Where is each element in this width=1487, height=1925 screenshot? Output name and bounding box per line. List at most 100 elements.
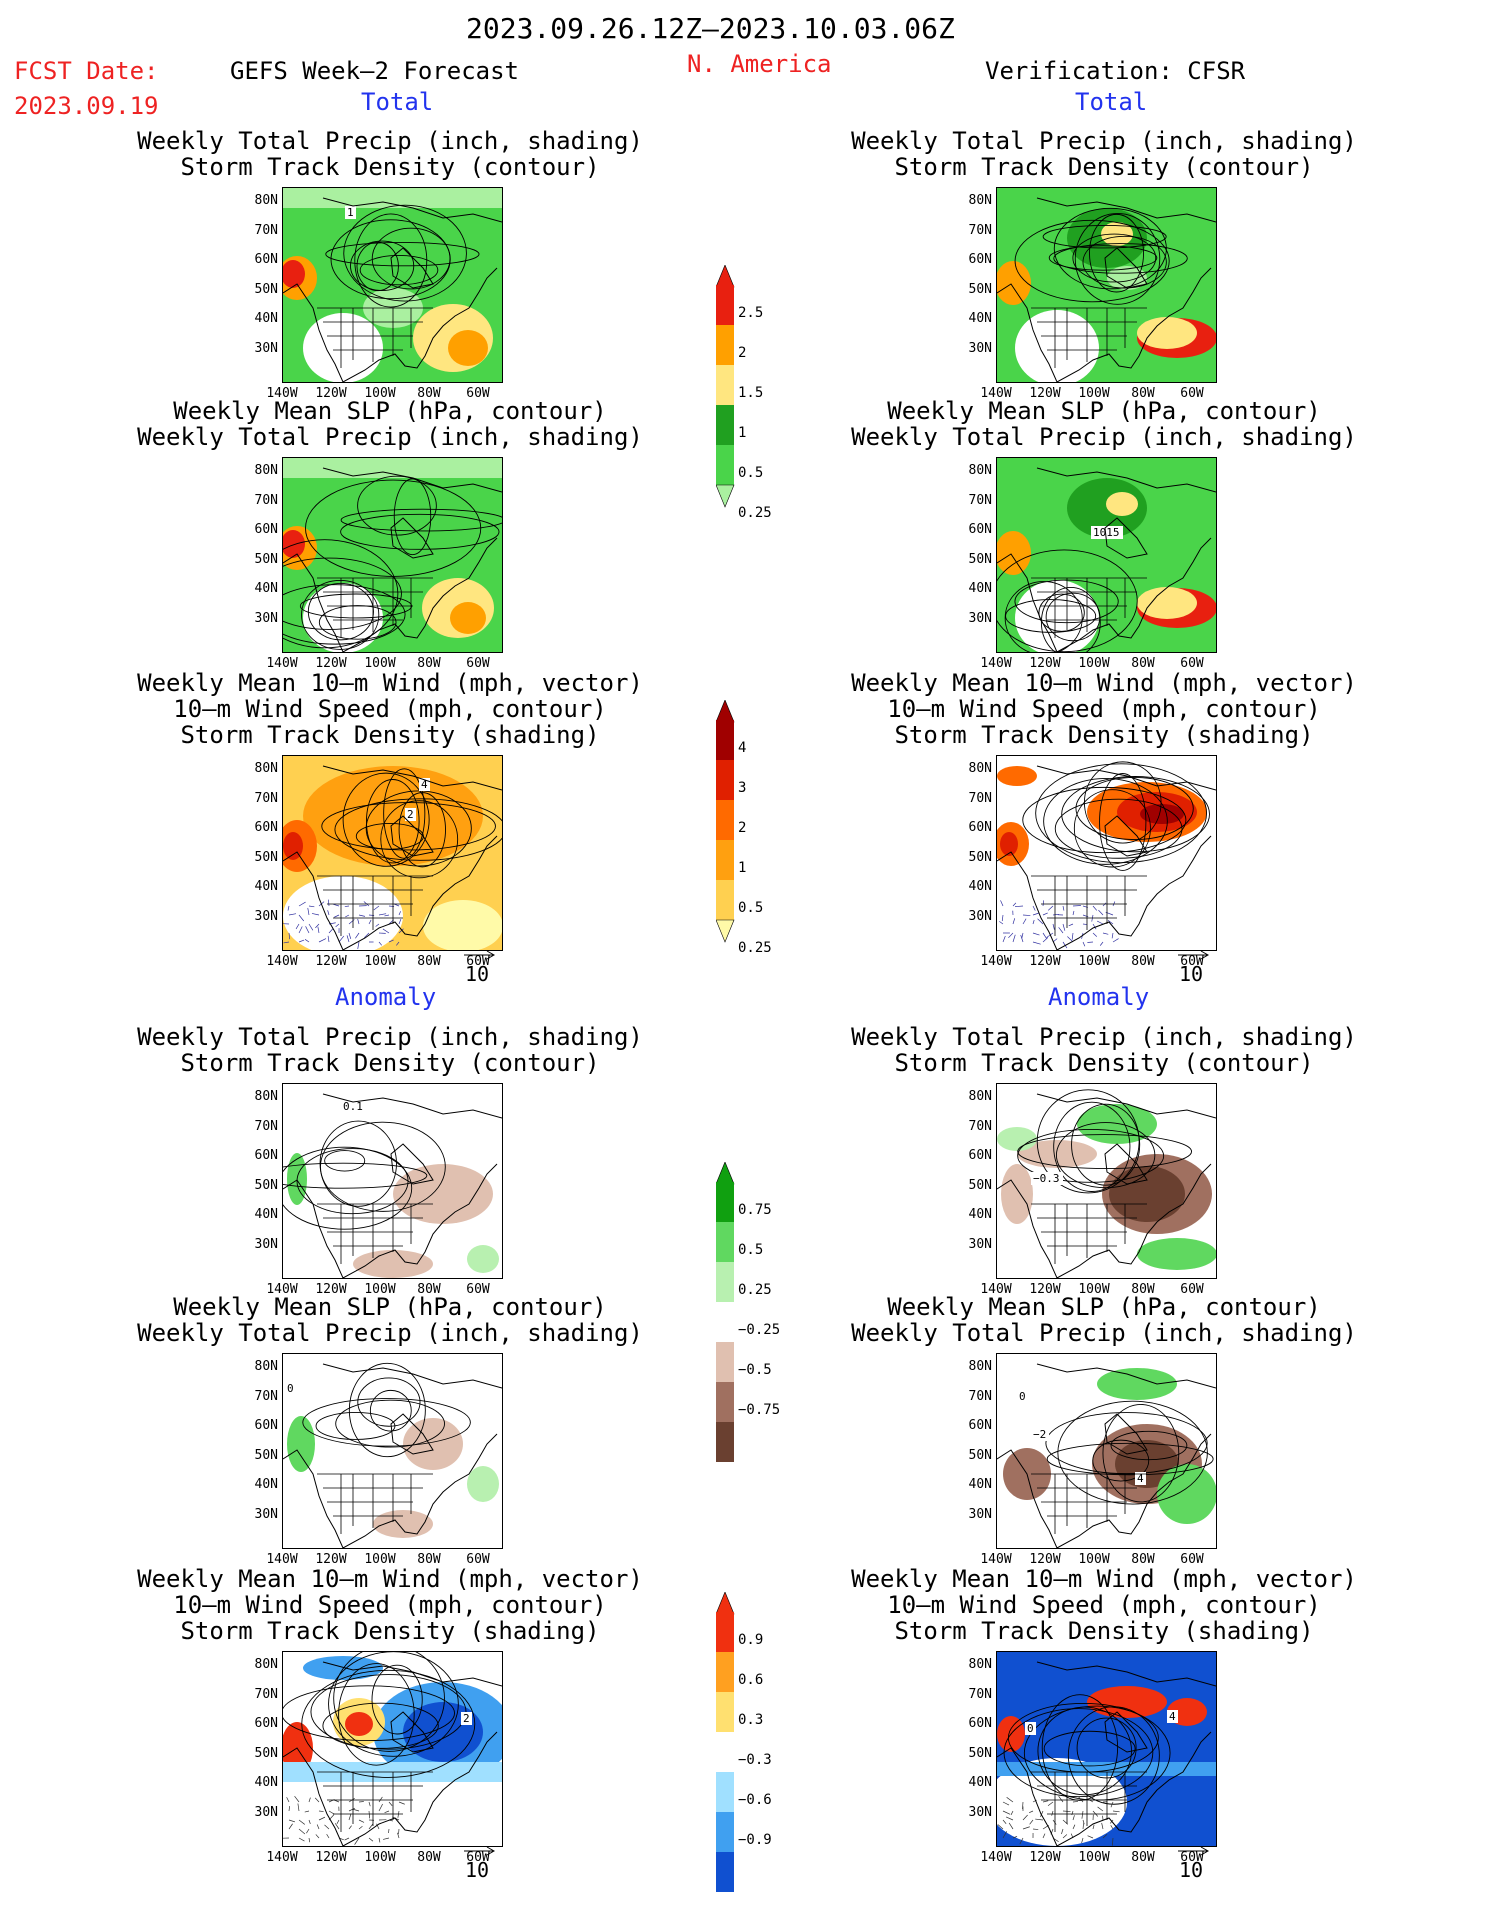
colorbar-tick-label: 0.75 [738, 1202, 772, 1218]
latitude-label: 80N [968, 1089, 992, 1104]
longitude-label: 80W [1131, 954, 1155, 969]
colorbar-tick-label: 3 [738, 780, 747, 796]
latitude-label: 70N [968, 222, 992, 238]
longitude-label: 60W [1180, 656, 1204, 671]
longitude-label: 140W [980, 1850, 1012, 1865]
longitude-label: 100W [364, 1282, 396, 1297]
latitude-label: 40N [254, 1477, 278, 1492]
colorbar-tick-label: 4 [738, 740, 747, 756]
section-total-left: Total [361, 88, 434, 116]
longitude-label: 100W [1078, 1282, 1110, 1297]
latitude-label: 70N [968, 1686, 992, 1702]
latitude-label: 30N [254, 908, 278, 924]
latitude-label: 60N [968, 1418, 992, 1433]
latitude-label: 40N [254, 581, 278, 596]
longitude-label: 120W [315, 1850, 347, 1865]
latitude-label: 70N [968, 1388, 992, 1404]
longitude-label: 60W [466, 1552, 490, 1567]
date-range-title: 2023.09.26.12Z–2023.10.03.06Z [466, 12, 955, 45]
colorbar-tick-label: −0.9 [738, 1832, 772, 1848]
longitude-label: 60W [466, 1850, 490, 1865]
contour-label: 0 [1019, 1390, 1026, 1403]
latitude-label: 50N [254, 1745, 278, 1761]
colorbar-tick-label: 2 [738, 820, 747, 836]
map-forecast-wind-storm-track-anomaly: 2 [282, 1651, 503, 1847]
longitude-label: 80W [417, 386, 441, 401]
colorbar-tick-label: 0.25 [738, 940, 772, 956]
panel-title-forecast-precip-total: Weekly Total Precip (inch, shading) Stor… [137, 127, 643, 181]
longitude-label: 140W [980, 1282, 1012, 1297]
colorbar-graphic [715, 699, 735, 943]
map-graphic [997, 756, 1216, 950]
longitude-label: 60W [1180, 954, 1204, 969]
panel-title-verif-wind-total: Weekly Mean 10–m Wind (mph, vector) 10–m… [851, 669, 1357, 749]
colorbar-tick-label: 0.5 [738, 1242, 764, 1258]
longitude-label: 80W [1131, 656, 1155, 671]
colorbar-tick-label: −0.6 [738, 1792, 772, 1808]
colorbar-tick-label: 1 [738, 860, 747, 876]
latitude-label: 80N [254, 1359, 278, 1374]
latitude-label: 50N [254, 281, 278, 297]
latitude-label: 80N [968, 1359, 992, 1374]
longitude-label: 100W [364, 1850, 396, 1865]
longitude-label: 80W [1131, 1282, 1155, 1297]
section-anomaly-right: Anomaly [1048, 983, 1150, 1011]
longitude-label: 120W [315, 386, 347, 401]
section-anomaly-left: Anomaly [335, 983, 437, 1011]
latitude-label: 70N [254, 1686, 278, 1702]
model-title: GEFS Week–2 Forecast [230, 57, 519, 85]
colorbar-storm-track-anomaly: 0.9 0.6 0.3 −0.3 −0.6 −0.9 [715, 1591, 776, 1916]
latitude-label: 30N [254, 1236, 278, 1252]
latitude-label: 60N [254, 1716, 278, 1731]
latitude-label: 70N [968, 1118, 992, 1134]
longitude-label: 60W [1180, 1552, 1204, 1567]
section-total-right: Total [1075, 88, 1148, 116]
colorbar-precip-anomaly: 0.75 0.5 0.25 −0.25 −0.5 −0.75 [715, 1161, 780, 1486]
latitude-label: 70N [254, 492, 278, 508]
latitude-label: 50N [968, 281, 992, 297]
longitude-label: 60W [466, 386, 490, 401]
latitude-label: 80N [254, 463, 278, 478]
longitude-label: 140W [980, 656, 1012, 671]
longitude-label: 120W [315, 954, 347, 969]
latitude-label: 60N [968, 522, 992, 537]
longitude-label: 100W [364, 954, 396, 969]
longitude-label: 140W [266, 386, 298, 401]
longitude-label: 140W [980, 954, 1012, 969]
arrow-right-icon [464, 950, 496, 960]
map-forecast-precip-storm-track-total: 1 [282, 187, 503, 383]
map-graphic [283, 458, 502, 652]
latitude-label: 50N [968, 551, 992, 567]
longitude-label: 100W [364, 656, 396, 671]
longitude-label: 80W [1131, 1552, 1155, 1567]
colorbar-tick-label: −0.75 [738, 1402, 781, 1418]
longitude-label: 140W [266, 954, 298, 969]
contour-label: 2 [407, 808, 414, 821]
latitude-label: 60N [968, 820, 992, 835]
arrow-right-icon [1178, 1846, 1210, 1856]
fcst-date-label: FCST Date: [14, 57, 159, 85]
longitude-label: 80W [417, 1552, 441, 1567]
longitude-label: 100W [364, 1552, 396, 1567]
contour-label: 2 [463, 1712, 470, 1725]
contour-label: 4 [1169, 1710, 1176, 1723]
longitude-label: 120W [315, 1552, 347, 1567]
region-title: N. America [687, 50, 832, 78]
longitude-label: 120W [1029, 656, 1061, 671]
panel-title-forecast-wind-total: Weekly Mean 10–m Wind (mph, vector) 10–m… [137, 669, 643, 749]
contour-label: 1 [347, 206, 354, 219]
arrow-right-icon [464, 1846, 496, 1856]
longitude-label: 60W [466, 656, 490, 671]
longitude-label: 140W [266, 656, 298, 671]
longitude-label: 80W [1131, 386, 1155, 401]
colorbar-tick-label: 1.5 [738, 385, 764, 401]
latitude-label: 30N [254, 340, 278, 356]
latitude-label: 80N [968, 761, 992, 776]
latitude-label: 40N [968, 1775, 992, 1790]
latitude-label: 70N [254, 222, 278, 238]
map-graphic: 2 [283, 1652, 502, 1846]
contour-label: 4 [421, 778, 428, 791]
latitude-label: 60N [968, 1716, 992, 1731]
longitude-label: 100W [1078, 656, 1110, 671]
